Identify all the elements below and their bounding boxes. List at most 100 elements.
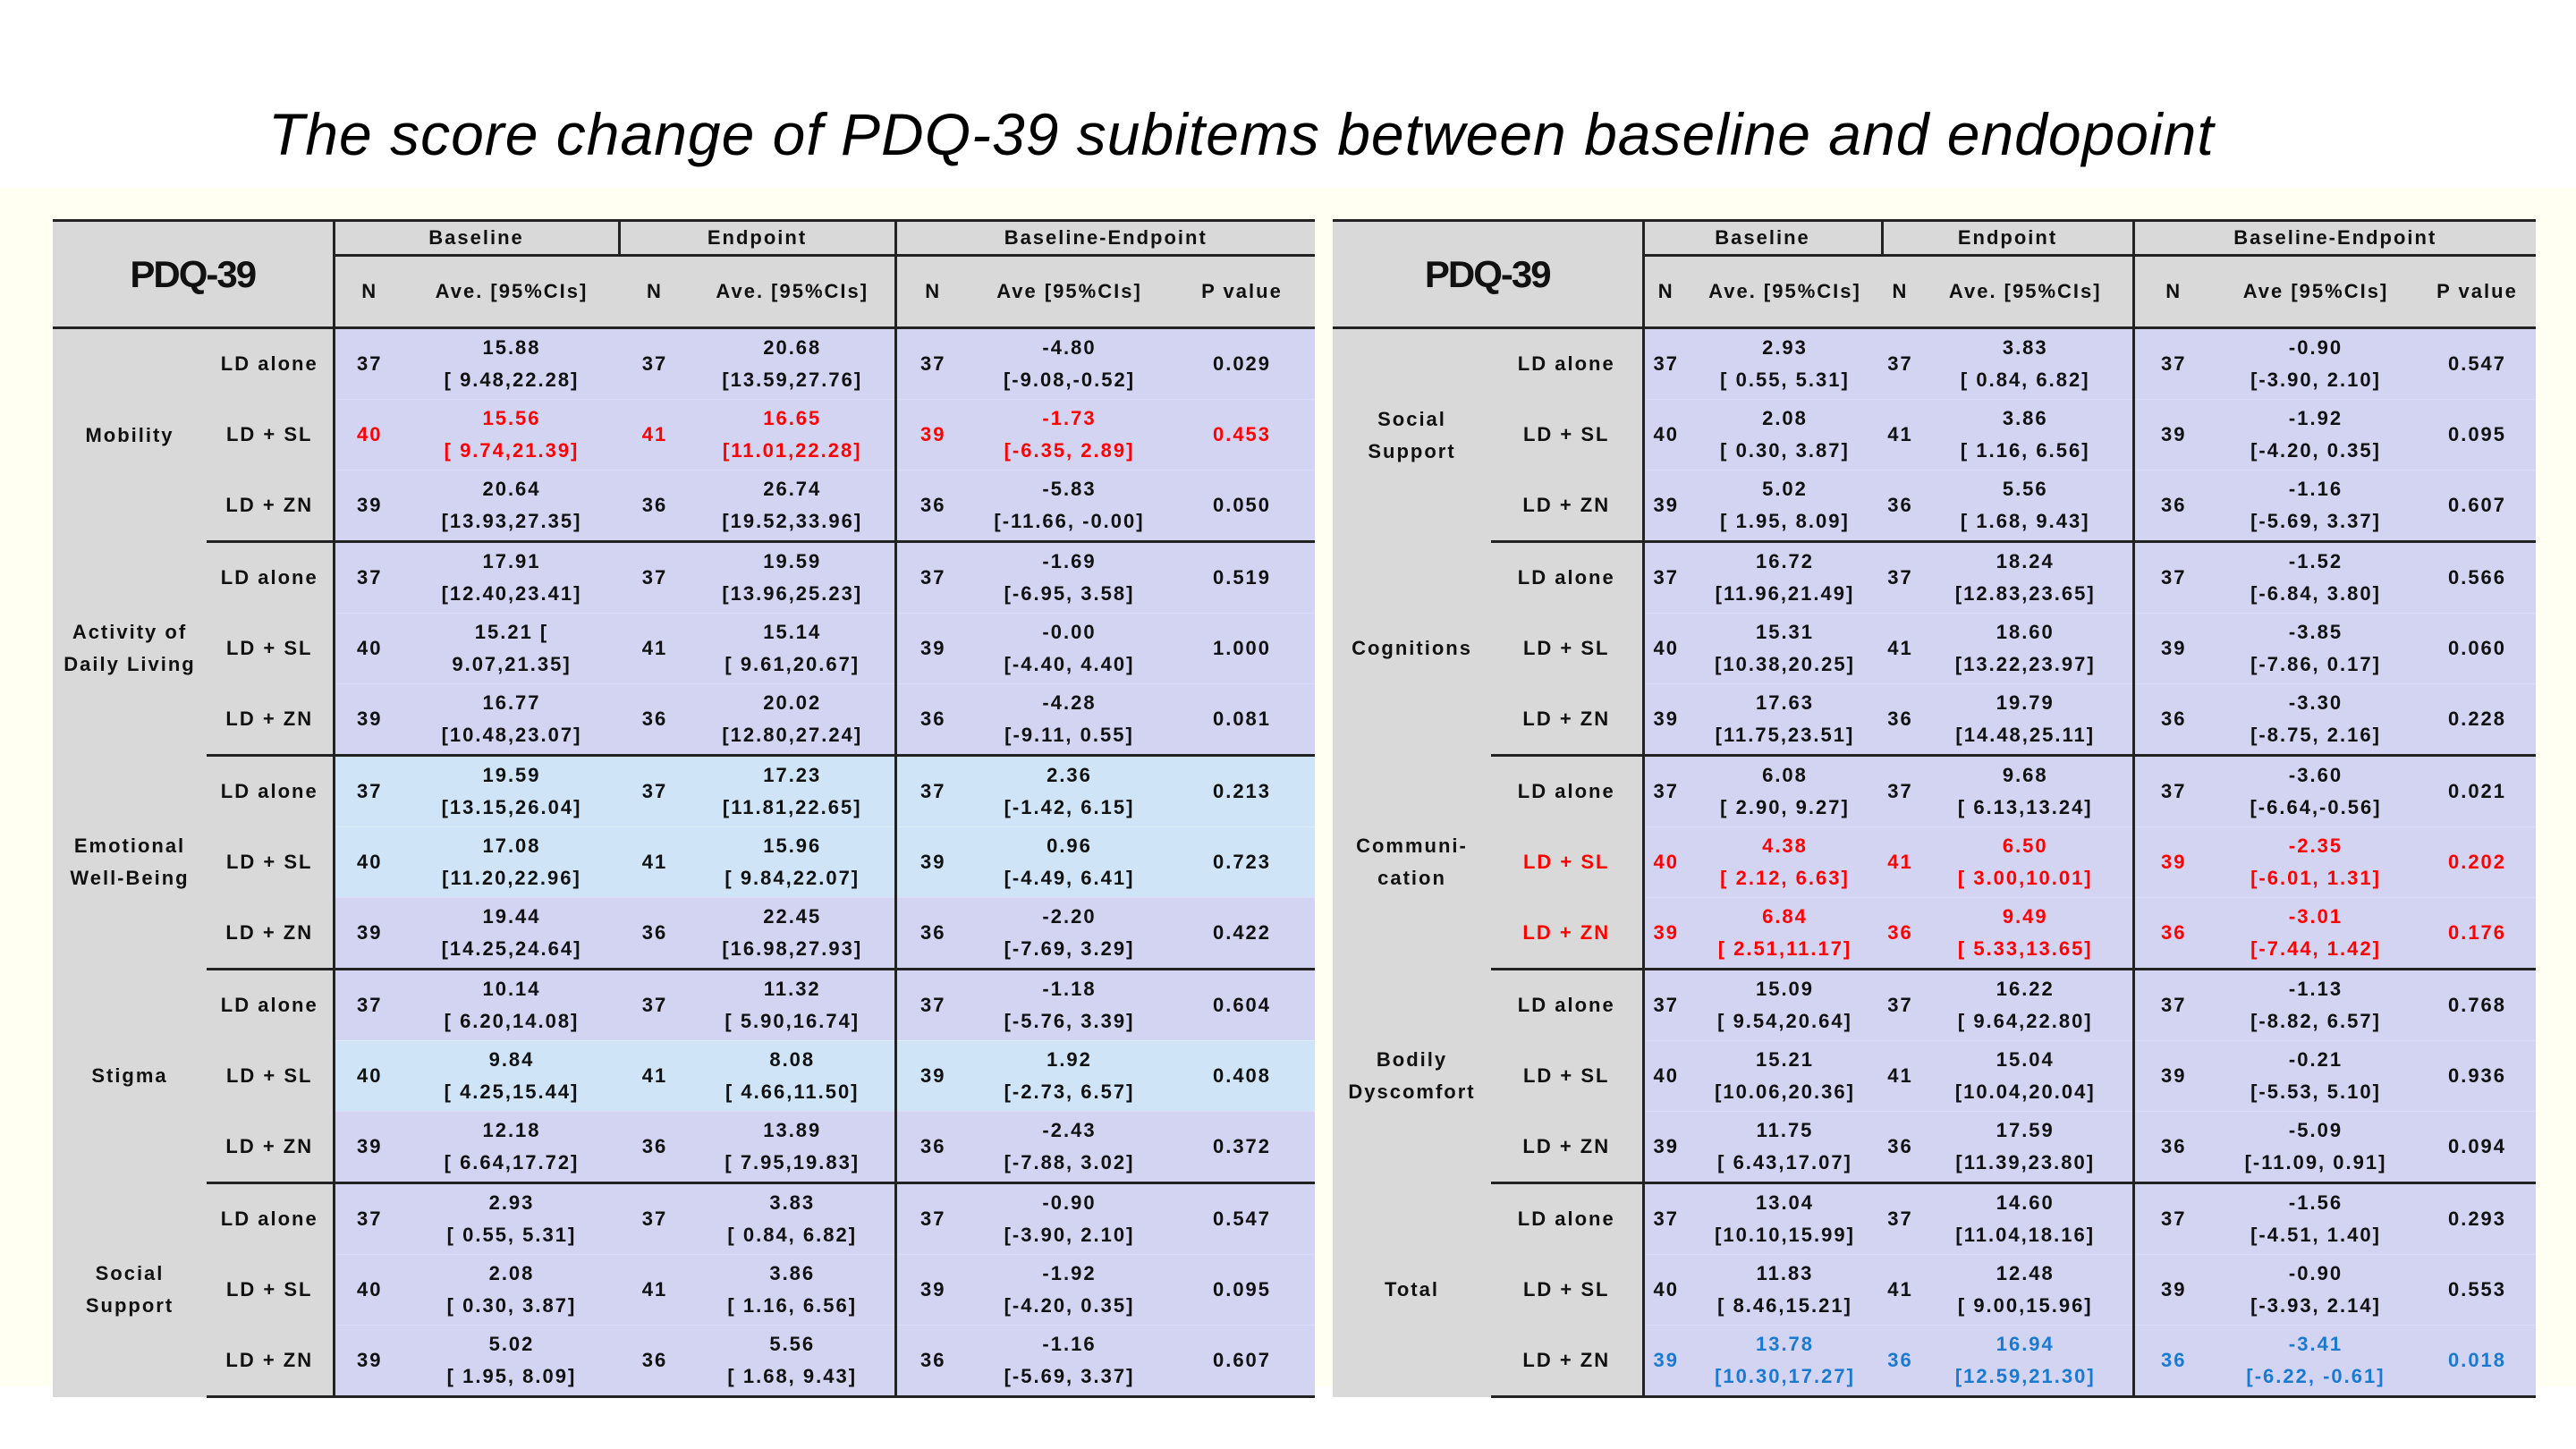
endpoint-ci: [11.01,22.28] (722, 439, 862, 462)
endpoint-average: 11.32 (763, 978, 821, 1000)
baseline-average: 17.08 (482, 835, 541, 857)
baseline-ci: [ 2.12, 6.63] (1720, 867, 1850, 889)
p-value: 0.607 (2419, 470, 2537, 543)
table-row: Bodily Dyscomfort LD alone 37 15.09[ 9.54,2… (1333, 969, 2537, 1183)
endpoint-average: 15.04 (1996, 1048, 2055, 1071)
endpoint-average: 13.89 (763, 1119, 822, 1141)
endpoint-n: 37 (619, 755, 691, 827)
endpoint-n: 41 (1882, 1254, 1919, 1326)
change-n: 37 (894, 755, 970, 827)
baseline-average-ci: 2.93 [ 0.55, 5.31] (404, 1182, 619, 1255)
baseline-average-ci: 15.31 [10.38,20.25] (1688, 613, 1882, 684)
change-n: 36 (2131, 897, 2213, 970)
change-average: -0.21 (2288, 1048, 2343, 1071)
baseline-average-ci: 17.08 [11.20,22.96] (404, 826, 619, 898)
change-n: 37 (894, 541, 970, 614)
endpoint-n: 37 (1882, 541, 1919, 614)
change-ci: [-7.44, 1.42] (2250, 937, 2381, 960)
baseline-average: 15.31 (1755, 621, 1815, 643)
table-row: Stigma LD alone 37 10.14[ 6.20,14.08] 37 11.3… (53, 969, 1316, 1183)
baseline-ci: [ 1.95, 8.09] (1720, 510, 1850, 532)
endpoint-average: 5.56 (2002, 478, 2048, 500)
change-average-ci: -3.85 [-7.86, 0.17] (2213, 613, 2419, 684)
change-average-ci: 1.92 [-2.73, 6.57] (970, 1040, 1169, 1112)
endpoint-ci: [19.52,33.96] (722, 510, 863, 532)
p-value: 0.094 (2419, 1111, 2537, 1184)
baseline-average: 10.14 (482, 978, 541, 1000)
change-average: -0.90 (2288, 1262, 2343, 1284)
change-average: -1.92 (2288, 407, 2343, 429)
baseline-ci: [10.30,17.27] (1715, 1365, 1855, 1387)
change-n: 37 (2131, 541, 2213, 614)
change-ci: [-4.49, 6.41] (1004, 867, 1135, 889)
baseline-average: 15.21 (1755, 1048, 1815, 1071)
endpoint-average: 5.56 (769, 1333, 816, 1355)
endpoint-average: 16.65 (763, 407, 822, 429)
header-group-0: Baseline (332, 219, 619, 257)
p-value: 0.547 (1169, 1182, 1316, 1255)
baseline-n: 37 (332, 969, 404, 1041)
p-value: 0.050 (1169, 470, 1316, 543)
baseline-n: 39 (332, 1111, 404, 1184)
endpoint-average: 20.02 (763, 691, 822, 714)
change-n: 39 (2131, 613, 2213, 684)
endpoint-n: 41 (1882, 826, 1919, 898)
baseline-average: 12.18 (482, 1119, 541, 1141)
p-value: 0.768 (2419, 969, 2537, 1041)
endpoint-ci: [ 9.61,20.67] (724, 653, 860, 675)
endpoint-ci: [ 5.33,13.65] (1957, 937, 2093, 960)
change-n: 37 (894, 327, 970, 400)
table-row: LD + ZN 39 5.02 [ 1.95, 8.09] 36 5.56 [ 1.68, … (1333, 470, 2537, 543)
baseline-ci: [14.25,24.64] (441, 937, 582, 960)
baseline-average: 11.83 (1756, 1262, 1814, 1284)
baseline-n: 37 (1641, 1182, 1688, 1255)
p-value: 0.566 (2419, 541, 2537, 614)
change-n: 39 (894, 826, 970, 898)
baseline-average-ci: 15.88 [ 9.48,22.28] (404, 327, 619, 400)
baseline-ci: [10.38,20.25] (1715, 653, 1855, 675)
p-value: 1.000 (1169, 613, 1316, 684)
change-n: 39 (894, 399, 970, 470)
baseline-ci: [ 8.46,15.21] (1717, 1294, 1852, 1317)
table-row: LD + SL 40 15.56 [ 9.74,21.39] 41 16.65 [11.01… (53, 399, 1316, 470)
endpoint-average-ci: 9.68 [ 6.13,13.24] (1919, 755, 2133, 827)
treatment-group-label: LD alone (1491, 755, 1643, 827)
endpoint-average: 16.22 (1996, 978, 2055, 1000)
baseline-n: 39 (1641, 683, 1688, 757)
change-ci: [-6.95, 3.58] (1004, 582, 1135, 605)
change-ci: [-6.84, 3.80] (2250, 582, 2381, 605)
table-title: PDQ-39 (53, 219, 334, 329)
table-row: Social Support LD alone 37 2.93[ 0.55, 5.31… (53, 1182, 1316, 1397)
endpoint-average: 9.68 (2002, 764, 2048, 786)
column-header: N (1882, 255, 1919, 329)
baseline-average: 19.59 (482, 764, 541, 786)
treatment-group-label: LD + SL (1491, 613, 1643, 684)
baseline-n: 39 (332, 470, 404, 543)
endpoint-average: 17.23 (763, 764, 822, 786)
endpoint-n: 36 (1882, 1111, 1919, 1184)
column-header: N (332, 255, 404, 329)
endpoint-n: 37 (1882, 327, 1919, 400)
baseline-n: 37 (332, 541, 404, 614)
change-n: 36 (2131, 470, 2213, 543)
baseline-average-ci: 4.38 [ 2.12, 6.63] (1688, 826, 1882, 898)
change-average: -0.90 (2288, 336, 2343, 359)
change-average: -1.16 (1042, 1333, 1097, 1355)
p-value: 0.604 (1169, 969, 1316, 1041)
baseline-ci: [ 6.64,17.72] (444, 1151, 580, 1174)
baseline-n: 37 (332, 327, 404, 400)
change-average: -3.60 (2288, 764, 2343, 786)
baseline-ci: [ 1.95, 8.09] (446, 1365, 577, 1387)
baseline-n: 37 (332, 755, 404, 827)
p-value: 0.029 (1169, 327, 1316, 400)
change-average-ci: -1.92 [-4.20, 0.35] (2213, 399, 2419, 470)
endpoint-ci: [ 0.84, 6.82] (1960, 369, 2090, 391)
baseline-ci: [ 0.30, 3.87] (446, 1294, 577, 1317)
section-label: Activity of Daily Living (53, 541, 207, 756)
endpoint-n: 41 (619, 1254, 691, 1326)
section-label: Stigma (53, 969, 207, 1183)
baseline-average: 19.44 (482, 905, 541, 928)
baseline-ci: [11.20,22.96] (442, 867, 581, 889)
slide-title: The score change of PDQ-39 subitems betw… (268, 101, 2215, 167)
section-label: Social Support (53, 1182, 207, 1397)
